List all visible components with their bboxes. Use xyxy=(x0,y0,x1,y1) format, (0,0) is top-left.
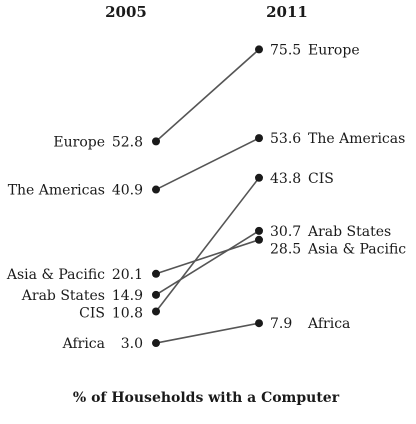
category-label-right-africa: Africa xyxy=(307,316,350,332)
value-label-2011-arab-states: 30.7 xyxy=(270,224,301,240)
value-label-2011-europe: 75.5 xyxy=(270,42,301,58)
category-label-left-asia-and-pacific: Asia & Pacific xyxy=(6,267,105,283)
category-label-right-the-americas: The Americas xyxy=(308,131,405,147)
slope-line-the-americas xyxy=(155,137,260,191)
slope-line-asia-and-pacific xyxy=(155,239,260,275)
chart-caption: % of Households with a Computer xyxy=(73,390,340,406)
category-label-left-cis: CIS xyxy=(79,305,105,321)
point-2011-arab-states xyxy=(255,226,263,235)
value-label-2011-the-americas: 53.6 xyxy=(270,131,301,147)
point-2011-cis xyxy=(255,173,263,182)
point-2011-the-americas xyxy=(255,134,263,143)
column-header-2005: 2005 xyxy=(105,3,147,21)
point-2005-europe xyxy=(152,137,160,146)
value-label-2011-asia-and-pacific: 28.5 xyxy=(270,241,301,257)
point-2005-arab-states xyxy=(152,290,160,299)
category-label-left-arab-states: Arab States xyxy=(21,288,105,304)
category-label-right-asia-and-pacific: Asia & Pacific xyxy=(307,241,406,257)
point-2005-asia-and-pacific xyxy=(152,269,160,278)
value-label-2005-arab-states: 14.9 xyxy=(112,288,143,304)
value-label-2011-africa: 7.9 xyxy=(270,316,292,332)
category-label-left-europe: Europe xyxy=(53,134,105,150)
value-label-2005-the-americas: 40.9 xyxy=(112,183,143,199)
category-label-right-cis: CIS xyxy=(308,171,334,187)
chart-marks: 52.8 Europe 75.5 Europe 40.9 The Americas 53.6… xyxy=(6,42,406,352)
value-label-2005-cis: 10.8 xyxy=(112,305,143,321)
value-label-2005-africa: 3.0 xyxy=(121,336,143,352)
point-2005-the-americas xyxy=(152,185,160,194)
slope-line-europe xyxy=(155,48,260,142)
point-2011-asia-and-pacific xyxy=(255,235,263,244)
point-2005-cis xyxy=(152,307,160,316)
category-label-left-the-americas: The Americas xyxy=(8,183,105,199)
category-label-right-europe: Europe xyxy=(308,42,360,58)
point-2011-europe xyxy=(255,45,263,54)
value-label-2011-cis: 43.8 xyxy=(270,171,301,187)
value-label-2005-europe: 52.8 xyxy=(112,134,143,150)
category-label-left-africa: Africa xyxy=(62,336,105,352)
point-2005-africa xyxy=(152,339,160,348)
slope-line-cis xyxy=(155,177,260,312)
slope-line-africa xyxy=(155,322,260,344)
category-label-right-arab-states: Arab States xyxy=(307,224,391,240)
value-label-2005-asia-and-pacific: 20.1 xyxy=(112,267,143,283)
slope-line-arab-states xyxy=(155,230,260,296)
column-header-2011: 2011 xyxy=(266,3,308,21)
point-2011-africa xyxy=(255,319,263,328)
